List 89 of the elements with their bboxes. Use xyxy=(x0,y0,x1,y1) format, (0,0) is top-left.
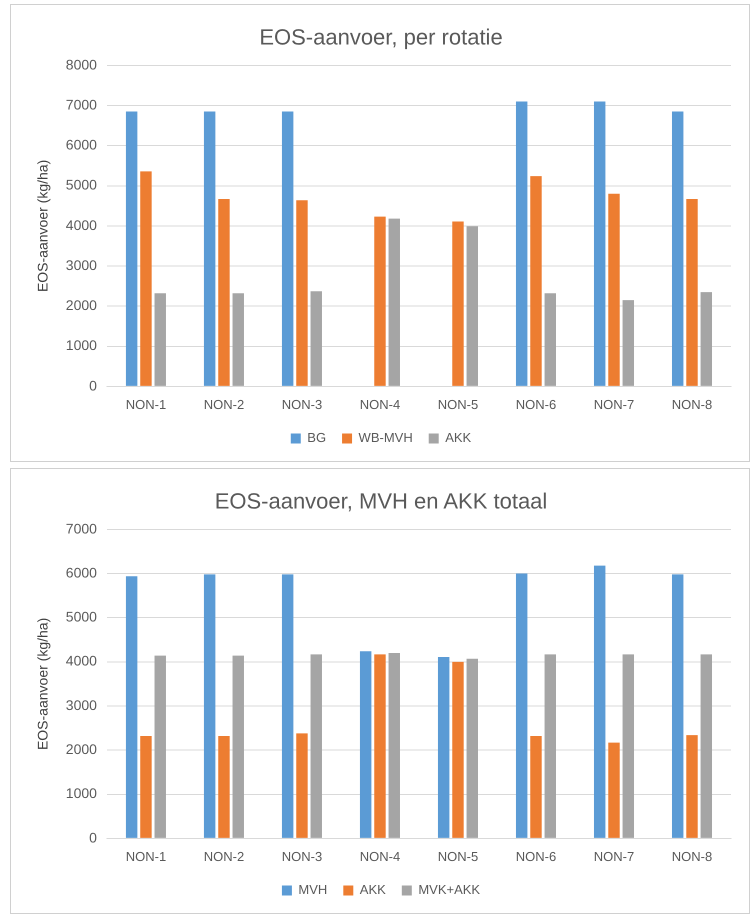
y-tick-label: 3000 xyxy=(66,696,98,713)
bar xyxy=(622,654,634,838)
bar xyxy=(374,654,386,838)
legend-label: AKK xyxy=(360,882,386,898)
x-tick-label: NON-2 xyxy=(204,396,244,412)
bar xyxy=(374,216,386,386)
bar xyxy=(140,171,152,386)
bar xyxy=(154,293,166,386)
y-tick-label: 1000 xyxy=(66,785,98,802)
legend-label: BG xyxy=(307,430,326,446)
bar xyxy=(232,656,244,838)
chart-title: EOS-aanvoer, MVH en AKK totaal xyxy=(214,488,548,514)
bar xyxy=(686,199,698,386)
x-tick-label: NON-1 xyxy=(126,848,166,864)
bar xyxy=(388,653,400,838)
bar xyxy=(282,112,294,386)
y-tick-label: 5000 xyxy=(66,608,98,625)
y-axis-title: EOS-aanvoer (kg/ha) xyxy=(34,618,50,750)
bar xyxy=(672,574,684,838)
bar xyxy=(686,735,698,838)
bar xyxy=(594,102,606,386)
bar xyxy=(622,300,634,386)
bar xyxy=(700,654,712,838)
y-tick-label: 7000 xyxy=(66,96,98,112)
bar xyxy=(516,574,528,838)
bar xyxy=(672,112,684,386)
bar xyxy=(466,658,478,838)
bar xyxy=(594,566,606,838)
bar xyxy=(452,662,464,838)
legend-label: WB-MVH xyxy=(358,430,413,446)
bar xyxy=(438,656,450,838)
bar xyxy=(700,292,712,386)
y-tick-label: 6000 xyxy=(66,564,98,580)
y-tick-label: 0 xyxy=(89,829,98,846)
y-axis-title: EOS-aanvoer (kg/ha) xyxy=(34,160,50,292)
bar xyxy=(608,742,620,838)
x-tick-label: NON-8 xyxy=(672,848,712,864)
y-tick-label: 0 xyxy=(89,377,98,394)
y-tick-label: 2000 xyxy=(66,297,98,314)
x-tick-label: NON-5 xyxy=(438,396,478,412)
bar xyxy=(296,200,308,386)
y-tick-label: 7000 xyxy=(66,520,98,536)
x-tick-label: NON-4 xyxy=(360,396,400,412)
chart-title: EOS-aanvoer, per rotatie xyxy=(259,24,503,50)
bar xyxy=(466,226,478,386)
y-tick-label: 8000 xyxy=(66,56,98,72)
x-tick-label: NON-2 xyxy=(204,848,244,864)
bar xyxy=(126,112,138,386)
x-tick-label: NON-7 xyxy=(594,848,634,864)
bar xyxy=(204,112,216,386)
bar xyxy=(310,291,322,386)
bar xyxy=(218,199,230,386)
bar xyxy=(608,194,620,386)
x-tick-label: NON-3 xyxy=(282,848,322,864)
bar xyxy=(154,656,166,838)
bar xyxy=(126,576,138,838)
bar xyxy=(296,733,308,838)
bar xyxy=(530,736,542,838)
bar xyxy=(218,736,230,838)
bar xyxy=(530,176,542,386)
x-tick-label: NON-8 xyxy=(672,396,712,412)
y-tick-label: 3000 xyxy=(66,256,98,273)
y-tick-label: 1000 xyxy=(66,337,98,354)
x-tick-label: NON-5 xyxy=(438,848,478,864)
bar xyxy=(282,574,294,838)
bar xyxy=(360,651,372,838)
bar xyxy=(516,102,528,386)
x-tick-label: NON-3 xyxy=(282,396,322,412)
x-tick-label: NON-4 xyxy=(360,848,400,864)
x-tick-label: NON-6 xyxy=(516,848,556,864)
x-tick-label: NON-1 xyxy=(126,396,166,412)
y-tick-label: 4000 xyxy=(66,652,98,669)
bar xyxy=(452,221,464,386)
y-tick-label: 4000 xyxy=(66,216,98,233)
y-tick-label: 2000 xyxy=(66,740,98,757)
x-tick-label: NON-6 xyxy=(516,396,556,412)
bar xyxy=(388,218,400,386)
legend-label: MVH xyxy=(298,882,328,898)
bar xyxy=(544,654,556,838)
legend-label: AKK xyxy=(445,430,472,446)
x-tick-label: NON-7 xyxy=(594,396,634,412)
legend-label: MVK+AKK xyxy=(418,882,480,898)
bar xyxy=(140,736,152,838)
bar xyxy=(232,293,244,386)
bar xyxy=(544,293,556,386)
bar xyxy=(310,654,322,838)
bar xyxy=(204,574,216,838)
y-tick-label: 5000 xyxy=(66,176,98,193)
y-tick-label: 6000 xyxy=(66,136,98,153)
